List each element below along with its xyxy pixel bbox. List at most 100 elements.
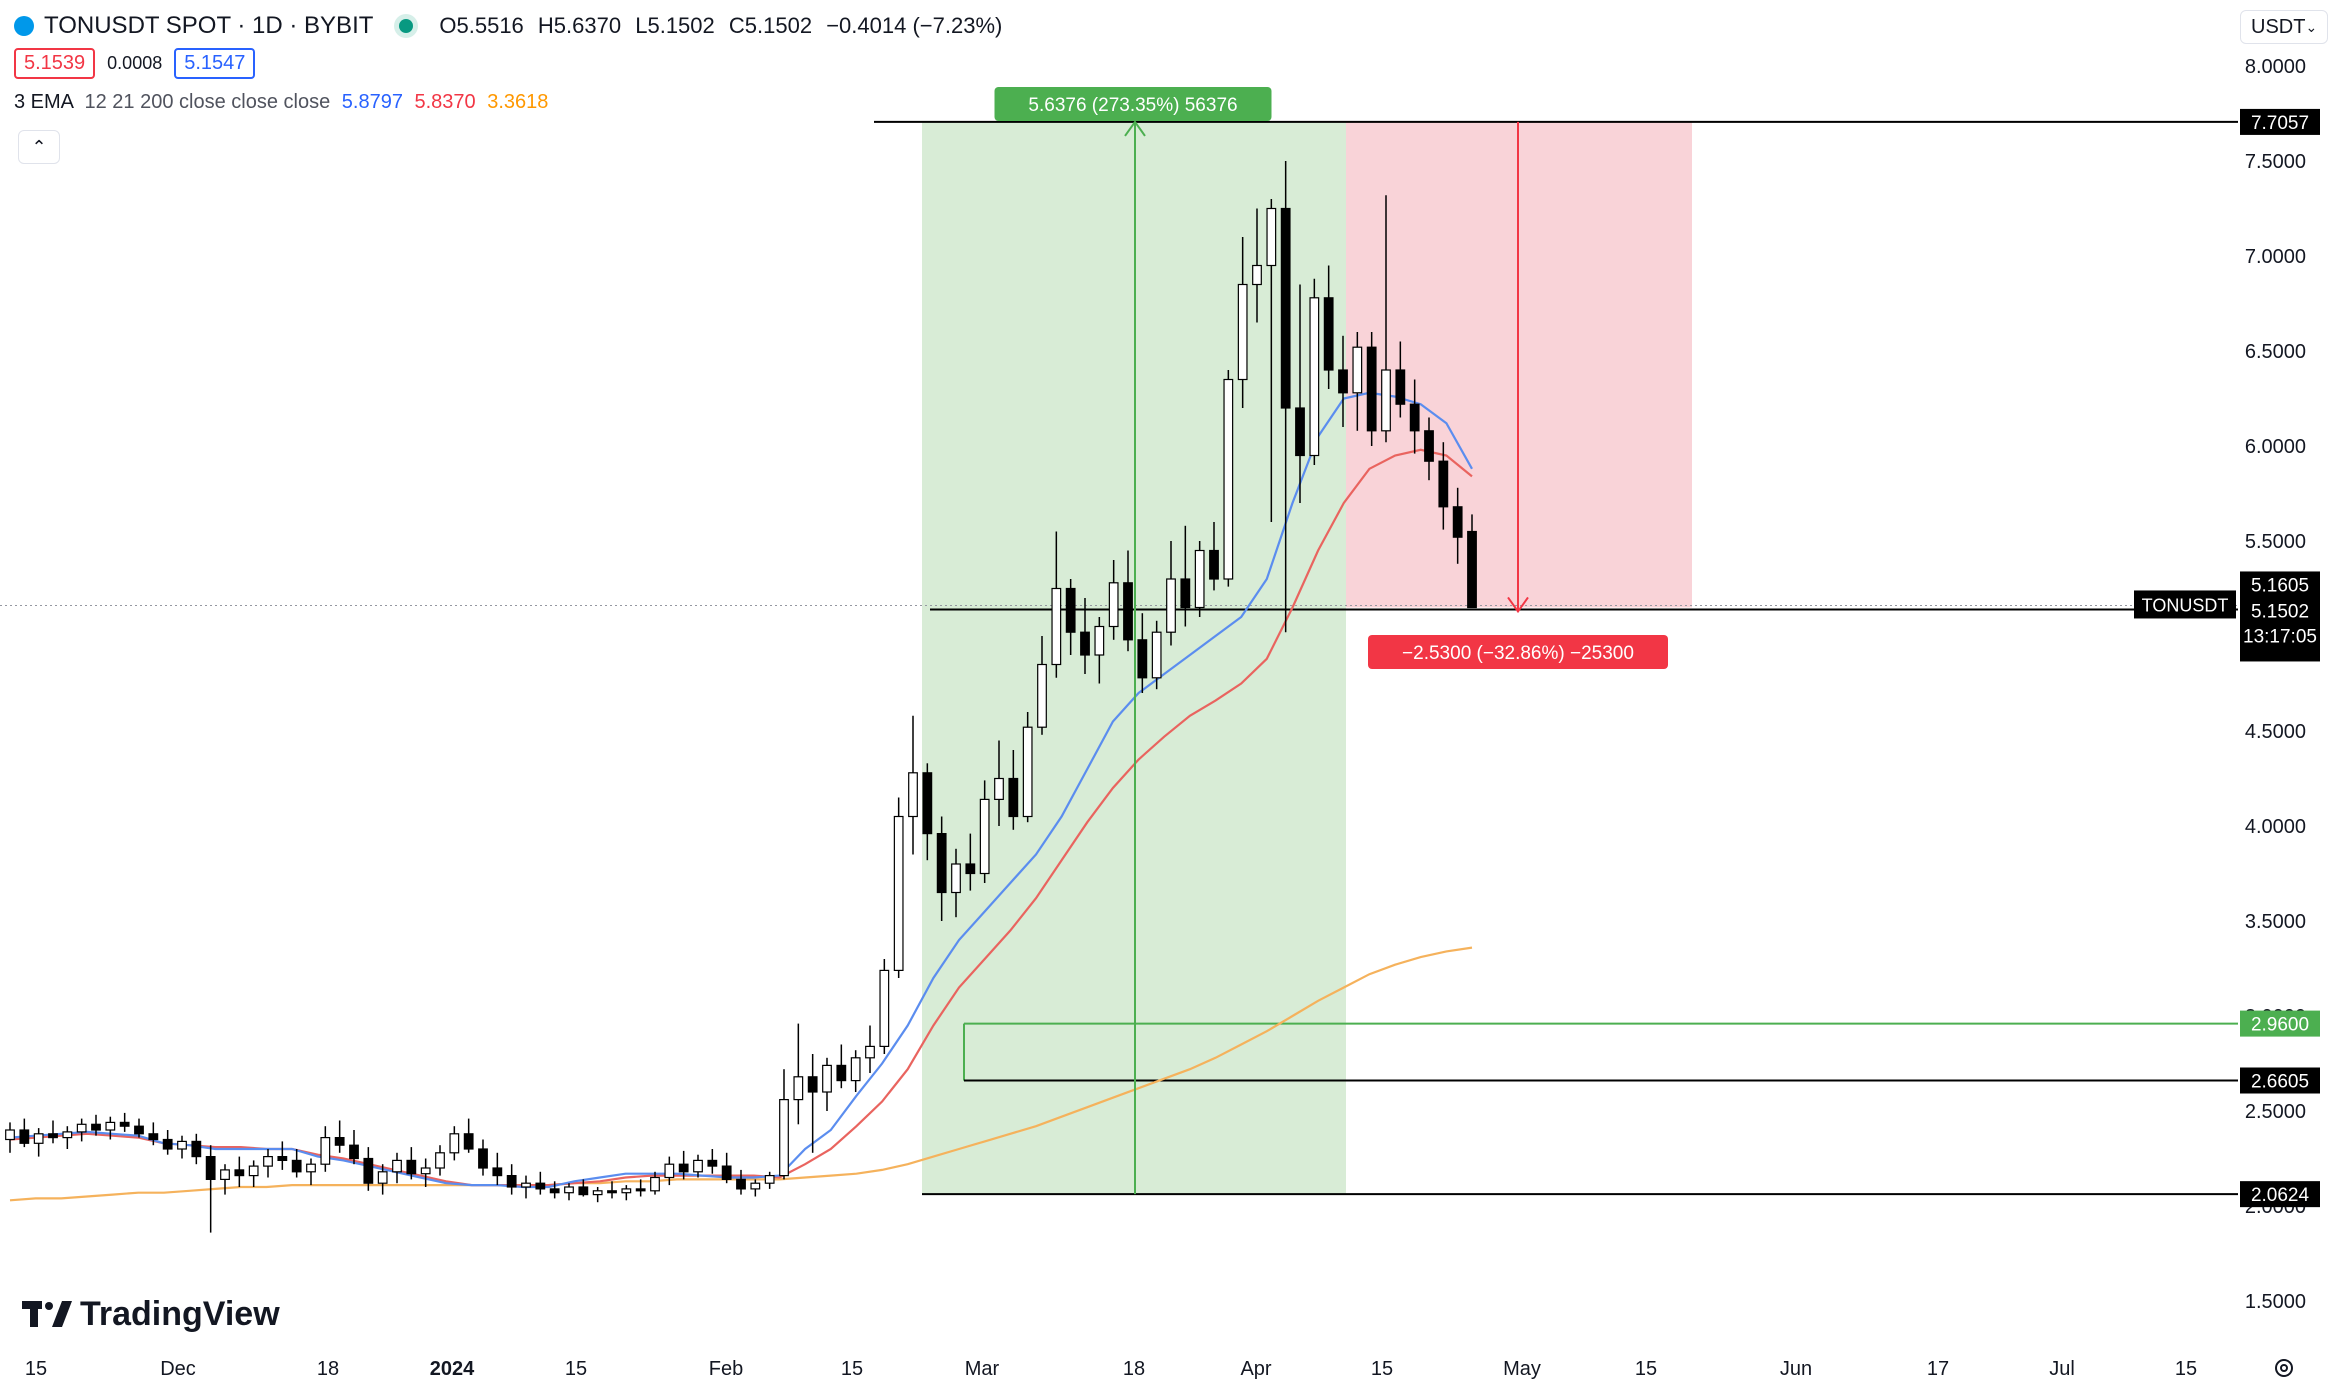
candle[interactable] <box>1467 530 1477 609</box>
candle[interactable] <box>1295 407 1305 457</box>
candle[interactable] <box>1266 207 1277 267</box>
candle[interactable] <box>1180 578 1191 609</box>
candle[interactable] <box>306 1163 316 1173</box>
candle[interactable] <box>1352 346 1363 394</box>
candle[interactable] <box>750 1182 761 1190</box>
candle[interactable] <box>922 772 933 835</box>
candle[interactable] <box>793 1076 804 1101</box>
candle[interactable] <box>951 863 961 894</box>
candle[interactable] <box>506 1174 517 1188</box>
candle[interactable] <box>134 1125 144 1135</box>
candle[interactable] <box>76 1123 87 1133</box>
candle[interactable] <box>865 1045 875 1059</box>
candle[interactable] <box>822 1064 832 1093</box>
candle[interactable] <box>965 863 976 875</box>
candle[interactable] <box>521 1182 531 1188</box>
sell-price-button[interactable]: 5.1539 <box>14 48 96 79</box>
candle[interactable] <box>205 1155 216 1180</box>
candle[interactable] <box>1381 369 1391 432</box>
candle[interactable] <box>492 1167 503 1177</box>
candle[interactable] <box>248 1165 259 1177</box>
candle[interactable] <box>406 1159 417 1175</box>
candle[interactable] <box>478 1148 488 1169</box>
candle[interactable] <box>33 1133 44 1144</box>
gear-icon[interactable] <box>2272 1356 2296 1380</box>
candle[interactable] <box>105 1121 116 1131</box>
candle[interactable] <box>1366 346 1377 432</box>
candle[interactable] <box>1424 430 1434 462</box>
candle[interactable] <box>1151 631 1162 679</box>
candle[interactable] <box>377 1171 388 1184</box>
candle[interactable] <box>1452 506 1463 538</box>
candle[interactable] <box>879 969 890 1048</box>
candle[interactable] <box>535 1182 546 1190</box>
tradingview-logo[interactable]: TradingView <box>22 1295 280 1334</box>
candle[interactable] <box>836 1064 847 1082</box>
candle[interactable] <box>1395 369 1406 405</box>
candle[interactable] <box>779 1098 789 1177</box>
candle[interactable] <box>1338 369 1348 394</box>
candle[interactable] <box>1065 587 1076 633</box>
candle[interactable] <box>1237 283 1248 381</box>
candle[interactable] <box>119 1121 130 1127</box>
candle[interactable] <box>1438 460 1449 508</box>
candle[interactable] <box>334 1136 345 1146</box>
candle[interactable] <box>621 1188 632 1194</box>
candle[interactable] <box>850 1057 861 1082</box>
candle[interactable] <box>936 832 947 894</box>
candle[interactable] <box>48 1133 58 1139</box>
candle[interactable] <box>62 1131 73 1139</box>
candle[interactable] <box>549 1188 560 1194</box>
candle[interactable] <box>1123 582 1133 641</box>
candle[interactable] <box>1223 378 1234 580</box>
candle[interactable] <box>678 1163 689 1173</box>
candle[interactable] <box>363 1157 374 1184</box>
candle[interactable] <box>721 1165 732 1180</box>
candle[interactable] <box>420 1167 431 1175</box>
candle[interactable] <box>463 1133 474 1150</box>
candle[interactable] <box>191 1140 202 1158</box>
candle[interactable] <box>893 815 904 971</box>
candle[interactable] <box>1108 582 1119 628</box>
candle[interactable] <box>277 1155 288 1161</box>
candle[interactable] <box>177 1140 187 1150</box>
currency-select[interactable]: USDT ⌄ <box>2240 10 2328 44</box>
candle[interactable] <box>1051 587 1062 666</box>
candle[interactable] <box>435 1152 445 1169</box>
candle[interactable] <box>1252 264 1262 286</box>
candle[interactable] <box>635 1188 646 1192</box>
candle[interactable] <box>1166 578 1176 633</box>
candle[interactable] <box>564 1186 574 1194</box>
candle[interactable] <box>764 1174 775 1184</box>
candle[interactable] <box>349 1144 359 1160</box>
candle[interactable] <box>320 1136 331 1165</box>
candle[interactable] <box>1409 403 1420 432</box>
candle[interactable] <box>592 1190 603 1196</box>
ema-indicator-legend[interactable]: 3 EMA 12 21 200 close close close 5.8797… <box>14 91 1010 114</box>
candle[interactable] <box>148 1133 159 1141</box>
candle[interactable] <box>1008 777 1019 818</box>
candle[interactable] <box>664 1163 675 1179</box>
candle[interactable] <box>736 1178 746 1190</box>
candle[interactable] <box>707 1159 718 1167</box>
candle[interactable] <box>650 1176 660 1192</box>
candle[interactable] <box>392 1159 402 1173</box>
candle[interactable] <box>19 1129 30 1144</box>
candle[interactable] <box>1094 625 1105 656</box>
candle[interactable] <box>693 1159 703 1173</box>
symbol-title[interactable]: TONUSDT SPOT · 1D · BYBIT <box>44 12 374 39</box>
candle[interactable] <box>1280 207 1291 409</box>
candle[interactable] <box>162 1138 173 1150</box>
candle[interactable] <box>1323 297 1334 371</box>
candle[interactable] <box>263 1155 273 1167</box>
candle[interactable] <box>807 1076 818 1093</box>
candle[interactable] <box>1037 663 1047 728</box>
candle[interactable] <box>5 1129 15 1141</box>
candle[interactable] <box>908 772 918 818</box>
candle[interactable] <box>1022 726 1033 818</box>
candle[interactable] <box>1137 639 1148 679</box>
candle[interactable] <box>607 1190 617 1194</box>
collapse-legend-button[interactable]: ⌃ <box>18 130 60 164</box>
candle[interactable] <box>1309 297 1320 457</box>
